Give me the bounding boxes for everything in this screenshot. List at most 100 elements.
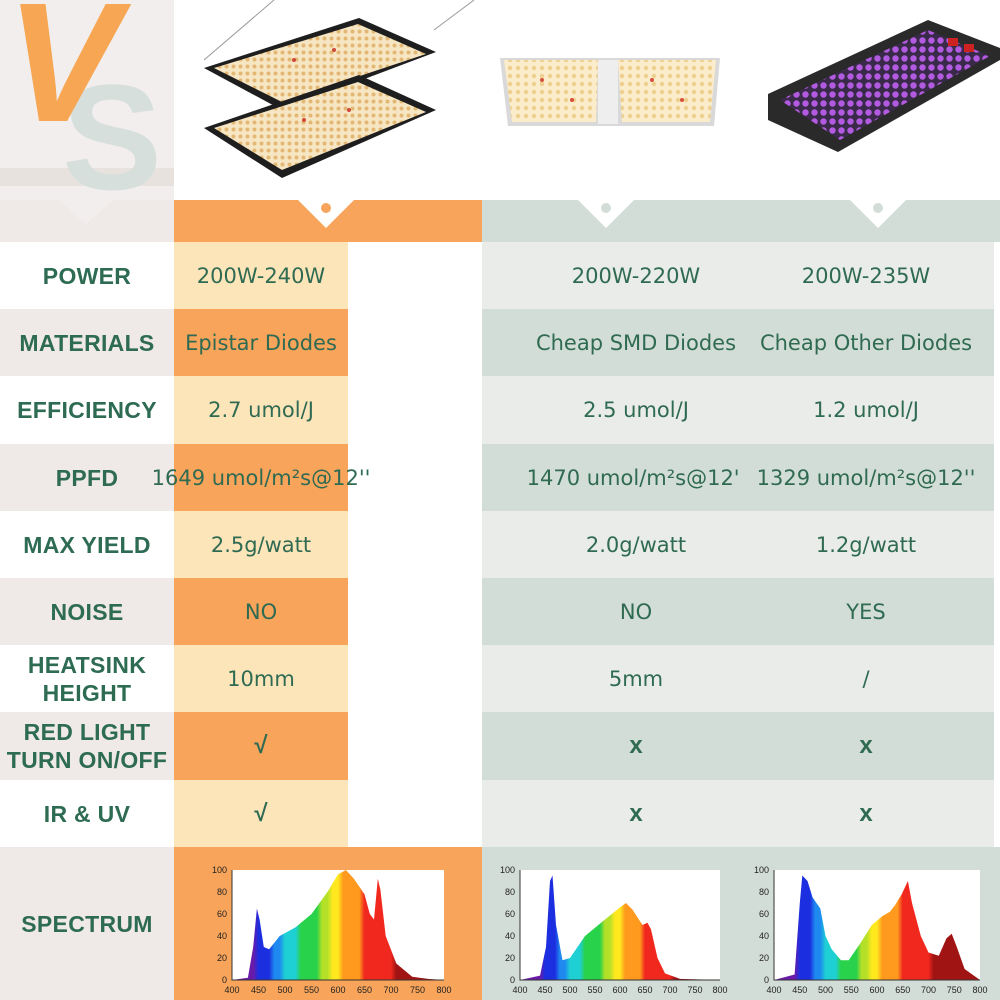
spectrum-label: SPECTRUM [21, 910, 153, 937]
cell-value: 10mm [227, 666, 295, 691]
value-cell-ppfd-1: 1649 umol/m²s@12'' [152, 444, 370, 511]
spectrum-axes [773, 870, 980, 981]
cell-value: 200W-240W [196, 263, 326, 288]
x-tick-label: 750 [410, 985, 425, 995]
row-label-cell-max-yield: MAX YIELD [0, 511, 174, 578]
check-mark-icon: √ [254, 732, 268, 759]
x-tick-label: 450 [537, 985, 552, 995]
spectrum-curve [520, 875, 720, 980]
x-tick-label: 700 [921, 985, 936, 995]
value-cell-ppfd-3: 1329 umol/m²s@12'' [738, 444, 994, 511]
y-tick-label: 40 [217, 931, 227, 941]
value-cell-heatsink-height-1: 10mm [174, 645, 348, 712]
row-label-cell-heatsink-height: HEATSINK HEIGHT [0, 645, 174, 712]
row-label: HEATSINK HEIGHT [27, 651, 147, 706]
cell-value: Epistar Diodes [185, 330, 337, 355]
value-cell-power-1: 200W-240W [174, 242, 348, 309]
x-tick-label: 550 [304, 985, 319, 995]
row-label: MAX YIELD [23, 531, 151, 558]
cell-value: 2.0g/watt [585, 532, 687, 557]
row-label-cell-ppfd: PPFD [0, 444, 174, 511]
product-1-image [174, 0, 482, 200]
x-tick-label: 550 [844, 985, 859, 995]
y-tick-label: 40 [759, 931, 769, 941]
check-mark-icon: √ [254, 799, 268, 827]
row-label-cell-noise: NOISE [0, 578, 174, 645]
cell-value: 1649 umol/m²s@12'' [151, 465, 371, 490]
value-cell-red-light-turn-on-off-1: √ [174, 712, 348, 780]
logo-letter-v: V [6, 0, 120, 158]
y-tick-label: 20 [217, 953, 227, 963]
x-tick-label: 450 [792, 985, 807, 995]
product-2-image [482, 0, 738, 200]
cell-value: 2.5 umol/J [583, 398, 689, 422]
value-cell-ir-uv-1: √ [174, 780, 348, 847]
cell-value: YES [846, 599, 886, 624]
row-label-cell-materials: MATERIALS [0, 309, 174, 376]
value-cell-red-light-turn-on-off-3: x [738, 712, 994, 780]
cell-value: 5mm [608, 666, 664, 691]
header: S V [0, 0, 1000, 242]
product-3-image [738, 0, 1000, 200]
cell-value: / [862, 666, 870, 691]
y-tick-label: 40 [505, 931, 515, 941]
x-tick-label: 500 [562, 985, 577, 995]
y-tick-label: 20 [759, 953, 769, 963]
x-tick-label: 600 [612, 985, 627, 995]
value-cell-max-yield-1: 2.5g/watt [174, 511, 348, 578]
row-label: PPFD [55, 464, 119, 491]
value-cell-materials-3: Cheap Other Diodes [738, 309, 994, 376]
x-tick-label: 800 [436, 985, 451, 995]
value-cell-materials-1: Epistar Diodes [174, 309, 348, 376]
x-tick-label: 550 [587, 985, 602, 995]
value-cell-max-yield-3: 1.2g/watt [738, 511, 994, 578]
x-tick-label: 650 [637, 985, 652, 995]
cell-value: 1329 umol/m²s@12'' [756, 465, 976, 490]
y-tick-label: 80 [505, 887, 515, 897]
spectrum-axes [231, 870, 444, 981]
row-label-cell-efficiency: EFFICIENCY [0, 376, 174, 444]
x-tick-label: 750 [947, 985, 962, 995]
logo-stripe [0, 168, 174, 186]
cell-value: 1.2 umol/J [813, 398, 919, 422]
x-tick-label: 450 [251, 985, 266, 995]
x-tick-label: 400 [766, 985, 781, 995]
x-tick-label: 750 [687, 985, 702, 995]
x-tick-label: 500 [818, 985, 833, 995]
y-tick-label: 80 [759, 887, 769, 897]
value-cell-noise-3: YES [738, 578, 994, 645]
y-tick-label: 60 [217, 909, 227, 919]
blurple-led-panel-icon [768, 20, 1000, 152]
x-tick-label: 800 [712, 985, 727, 995]
value-cell-heatsink-height-3: / [738, 645, 994, 712]
cell-value: 1.2g/watt [815, 532, 917, 557]
value-cell-ir-uv-3: x [738, 780, 994, 847]
cell-value: 1470 umol/m²s@12'' [526, 465, 746, 490]
row-label: IR & UV [43, 800, 131, 827]
x-tick-label: 700 [383, 985, 398, 995]
cross-mark-icon: x [859, 732, 873, 759]
quantum-board-double-icon [203, 0, 475, 178]
y-tick-label: 100 [212, 865, 227, 875]
row-label-cell-power: POWER [0, 242, 174, 309]
row-label: POWER [42, 262, 132, 289]
y-tick-label: 60 [505, 909, 515, 919]
spectrum-curve [232, 870, 444, 980]
y-tick-label: 100 [754, 865, 769, 875]
row-label: NOISE [50, 598, 124, 625]
notch-shapes [58, 200, 906, 228]
cell-value: 200W-220W [571, 263, 701, 288]
y-tick-label: 100 [500, 865, 515, 875]
x-tick-label: 700 [662, 985, 677, 995]
y-tick-label: 80 [217, 887, 227, 897]
cross-mark-icon: x [629, 732, 643, 759]
cell-value: 2.7 umol/J [208, 398, 314, 422]
logo-letter-s: S [62, 53, 163, 221]
cell-value: NO [619, 599, 653, 624]
spectrum-curve [774, 875, 980, 980]
cell-value: NO [244, 599, 278, 624]
value-cell-power-3: 200W-235W [738, 242, 994, 309]
